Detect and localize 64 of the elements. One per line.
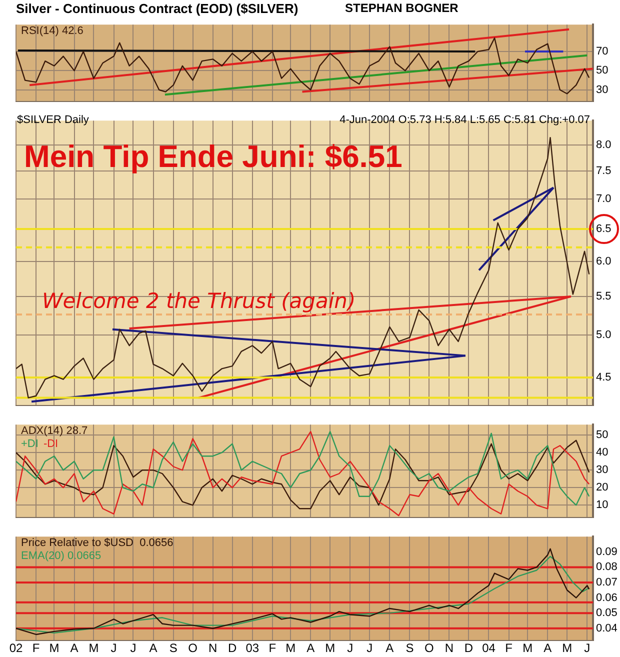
x-tick-label: J <box>130 641 136 656</box>
x-tick-label: S <box>169 641 178 656</box>
x-tick-label: F <box>505 641 512 656</box>
x-tick-label: A <box>386 641 394 656</box>
y-tick-label: 0.08 <box>596 561 618 574</box>
x-tick-label: J <box>584 641 590 656</box>
y-tick-label: 8.0 <box>596 139 612 152</box>
x-tick-label: A <box>149 641 158 656</box>
x-tick-label: M <box>286 641 296 656</box>
y-tick-label: 50 <box>596 64 608 77</box>
y-tick-label: 7.5 <box>596 165 612 178</box>
x-tick-label: J <box>366 641 373 656</box>
chart-title: Silver - Continuous Contract (EOD) ($SILVER) <box>16 1 298 16</box>
x-tick-label: O <box>424 641 434 656</box>
x-tick-label: S <box>406 641 414 656</box>
x-tick-label: F <box>32 641 40 656</box>
x-tick-label: 04 <box>482 641 496 656</box>
y-tick-label: 30 <box>596 84 608 96</box>
x-tick-label: M <box>325 641 336 656</box>
x-tick-label: 03 <box>246 641 260 656</box>
y-tick-label: 7.0 <box>596 193 612 206</box>
x-tick-label: M <box>88 641 99 656</box>
x-tick-label: A <box>544 641 552 656</box>
y-tick-label: 5.5 <box>596 290 612 302</box>
x-tick-label: J <box>347 641 354 656</box>
series-label: ADX(14) 28.7 <box>21 425 88 437</box>
series-label: +DI <box>21 438 38 450</box>
chart-subtitle: 4-Jun-2004 O:5.73 H:5.84 L:5.65 C:5.81 Chg:+0.07 <box>340 114 590 126</box>
series-label: -DI <box>43 438 58 450</box>
x-tick-label: M <box>562 641 572 656</box>
x-tick-label: A <box>70 641 78 656</box>
x-tick-label: J <box>110 641 117 656</box>
x-tick-label: M <box>522 641 533 656</box>
y-tick-label: 10 <box>596 499 608 512</box>
y-tick-label: 6.5 <box>596 223 612 236</box>
text: EMA(20) 0.0665 <box>21 550 102 562</box>
y-tick-label: 4.5 <box>596 372 612 384</box>
y-tick-label: 6.0 <box>596 255 612 268</box>
y-tick-label: 0.06 <box>596 592 618 604</box>
y-tick-label: 0.05 <box>596 607 618 620</box>
x-tick-label: O <box>188 641 198 656</box>
y-tick-label: 20 <box>596 482 608 494</box>
series-label: RSI(14) 42.6 <box>21 25 84 37</box>
y-tick-label: 50 <box>596 429 608 442</box>
x-tick-label: A <box>306 641 315 656</box>
chart-title: $SILVER Daily <box>17 114 89 126</box>
x-tick-label: M <box>49 641 60 656</box>
y-tick-label: 0.04 <box>596 622 618 634</box>
x-tick-label: N <box>444 641 454 656</box>
x-tick-label: 02 <box>9 641 23 656</box>
y-tick-label: 40 <box>596 446 608 459</box>
y-tick-label: 30 <box>596 464 608 476</box>
y-tick-label: 70 <box>596 46 608 58</box>
x-tick-label: N <box>208 641 218 656</box>
text: STEPHAN BOGNER <box>345 1 458 15</box>
x-tick-label: D <box>464 641 474 656</box>
text: Price Relative to $USD 0.0656 <box>21 537 174 549</box>
y-tick-label: 5.0 <box>596 328 612 341</box>
annotation: Welcome 2 the Thrust (again) <box>42 289 356 313</box>
annotation: Mein Tip Ende Juni: $6.51 <box>24 139 402 175</box>
y-tick-label: 0.09 <box>596 546 618 558</box>
x-tick-label: F <box>268 641 276 656</box>
y-tick-label: 0.07 <box>596 576 618 589</box>
x-tick-label: D <box>228 641 237 656</box>
